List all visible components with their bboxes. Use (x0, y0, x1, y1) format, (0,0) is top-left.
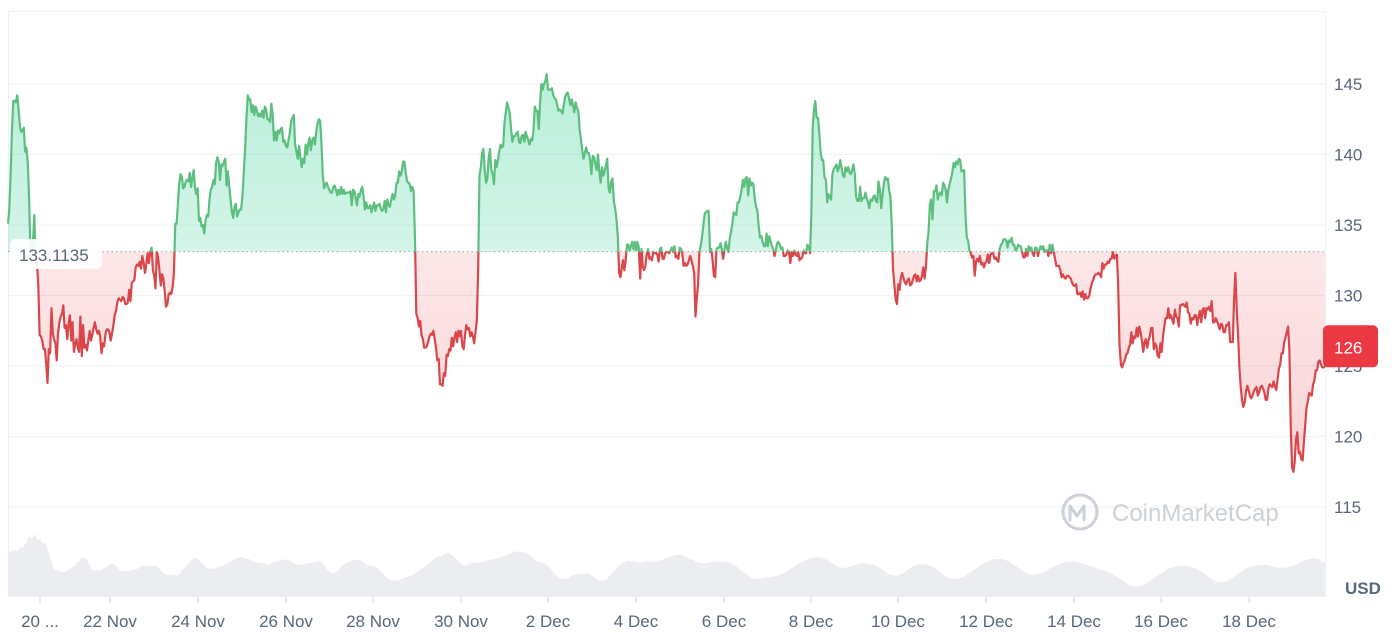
price-line-below (29, 251, 1326, 473)
y-tick-label: 130 (1334, 287, 1362, 306)
x-tick-label: 2 Dec (526, 612, 571, 631)
y-tick-label: 145 (1334, 75, 1362, 94)
x-tick-label: 8 Dec (789, 612, 834, 631)
x-tick-label: 4 Dec (614, 612, 659, 631)
x-tick-label: 12 Dec (959, 612, 1013, 631)
area-above-baseline (8, 74, 1054, 252)
x-tick-label: 14 Dec (1047, 612, 1101, 631)
x-tick-label: 22 Nov (83, 612, 137, 631)
baseline-value: 133.1135 (19, 246, 89, 265)
x-tick-label: 18 Dec (1222, 612, 1276, 631)
price-line-above (6, 73, 1115, 252)
x-axis: 20 ... 22 Nov 24 Nov 26 Nov 28 Nov 30 Nov 2 De… (21, 597, 1276, 631)
x-tick-label: 10 Dec (871, 612, 925, 631)
x-tick-label: 26 Nov (259, 612, 313, 631)
watermark: CoinMarketCap (1061, 493, 1279, 531)
baseline-label: 133.1135 (10, 239, 102, 269)
currency-unit: USD (1345, 579, 1381, 598)
y-tick-label: 140 (1334, 146, 1362, 165)
volume-area (8, 534, 1325, 596)
x-tick-label: 6 Dec (702, 612, 747, 631)
watermark-text: CoinMarketCap (1112, 500, 1279, 527)
plot-frame (8, 11, 1326, 597)
x-tick-label: 28 Nov (346, 612, 400, 631)
y-axis: 115120125130135140145 (1334, 75, 1362, 517)
x-tick-label: 20 ... (21, 612, 59, 631)
y-tick-label: 120 (1334, 428, 1362, 447)
last-price-label: 126 (1323, 325, 1378, 368)
area-below-baseline (8, 251, 1325, 472)
y-tick-label: 115 (1334, 498, 1361, 517)
x-tick-label: 24 Nov (171, 612, 225, 631)
last-price-value: 126 (1334, 338, 1362, 357)
coinmarketcap-logo-mark (1068, 504, 1086, 522)
x-tick-label: 30 Nov (434, 612, 488, 631)
y-tick-label: 135 (1334, 216, 1362, 235)
x-tick-label: 16 Dec (1134, 612, 1188, 631)
coinmarketcap-logo-icon (1061, 493, 1099, 531)
